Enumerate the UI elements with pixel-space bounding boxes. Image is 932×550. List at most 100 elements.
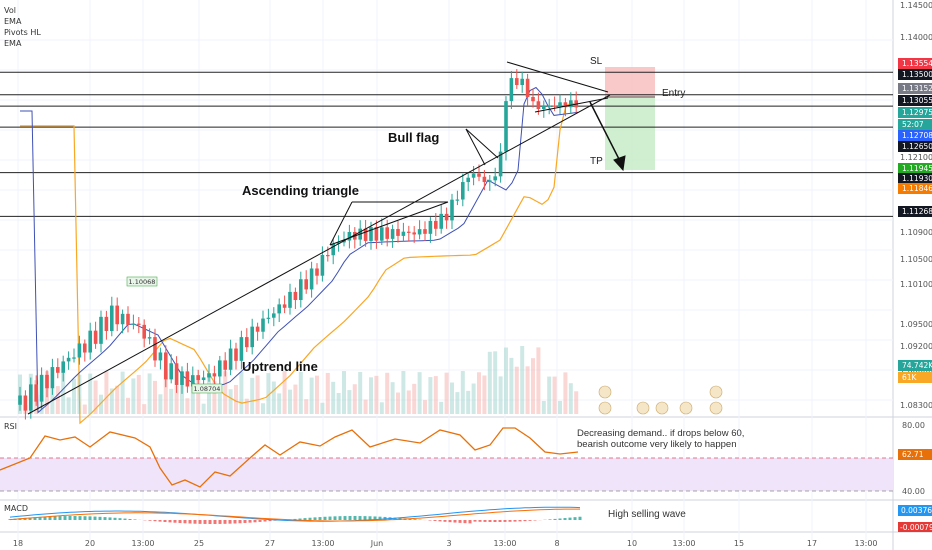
candle-body-14 [93,330,98,344]
price-badge-bg-4 [898,107,932,118]
projection-arrow-head [613,155,626,172]
volume-bar-35 [207,373,211,414]
candle-body-49 [282,304,287,308]
candle-body-83 [466,177,470,183]
macd-bar-380 [378,516,382,520]
volume-bar-49 [282,371,287,414]
candle-body-89 [498,151,503,177]
candle-body-25 [153,337,157,361]
volume-bar-97 [541,400,546,414]
volume-bar-42 [244,398,249,414]
macd-bar-45 [43,516,47,520]
candle-body-78 [439,213,443,229]
event-icon-6 [709,401,723,415]
event-icons[interactable] [598,385,723,415]
macd-bar-205 [203,520,207,524]
svg-text:0.00376: 0.00376 [901,506,932,515]
macd-bar-520 [518,520,522,522]
rsi-note-line1: Decreasing demand.. if drops below 60, [577,428,744,439]
candle-body-42 [245,337,249,348]
x-tick-1: 20 [85,539,95,548]
candle-body-56 [320,255,325,276]
macd-bar-460 [458,520,462,523]
x-tick-14: 13:00 [854,539,877,548]
volume-bar-76 [428,377,433,414]
volume-bar-60 [342,371,346,414]
candle-body-11 [77,343,82,358]
price-badge-8: 1.11945 [902,164,932,173]
candle-body-75 [423,229,427,234]
event-icon-4 [679,401,693,415]
volume-bar-79 [444,372,449,414]
candles [18,69,578,420]
macd-bar-260 [258,520,262,522]
volume-bar-20 [126,397,130,414]
volume-bar-77 [433,376,438,414]
candle-body-55 [315,268,319,276]
volume-bar-69 [390,382,395,414]
x-tick-11: 13:00 [672,539,695,548]
price-badge-bg-11 [898,206,932,217]
macd-bar-175 [173,520,177,523]
ema-slow-line [20,102,579,425]
macd-bar-500 [498,520,502,522]
candle-body-29 [174,363,179,385]
macd-bar-535 [533,520,537,521]
macd-bar-570 [568,517,572,520]
candle-body-52 [299,279,303,300]
macd-bar-440 [438,520,442,522]
macd-bar-75 [73,516,77,520]
macd-bar-315 [313,517,317,520]
candle-body-53 [304,279,308,290]
rsi-band [0,458,893,491]
candle-body-67 [380,227,384,241]
volume-bar-28 [169,388,174,414]
volume-bar-16 [104,371,109,414]
ascending-triangle-label: Ascending triangle [242,183,359,198]
sl-label: SL [590,56,603,67]
ema-fast-line [20,86,579,414]
candle-body-71 [401,231,406,236]
y-tick-0: 1.14500 [900,1,932,10]
candle-body-15 [99,316,103,344]
candle-body-64 [363,228,368,241]
candle-body-24 [147,337,152,339]
volume-bar-65 [369,377,373,414]
candle-body-33 [196,375,200,381]
price-badge-bg-10 [898,183,932,194]
volume-bar-62 [352,384,357,414]
candle-body-35 [207,373,211,378]
rsi-note-line2: bearish outcome very likely to happen [577,439,736,450]
macd-bar-215 [213,520,217,524]
candle-body-76 [428,220,433,234]
macd-bar-365 [363,516,367,520]
volume-bar-82 [460,371,465,414]
macd-bar-60 [58,516,62,520]
volume-bar-56 [320,402,325,414]
x-tick-7: 3 [446,539,451,548]
candle-body-69 [390,229,395,239]
volume-bar-23 [142,404,147,414]
y-tick-2: 1.12100 [900,153,932,162]
macd-bar-110 [108,517,112,520]
volume-bar-9 [66,397,71,414]
macd-bar-210 [208,520,212,524]
x-tick-10: 10 [627,539,637,548]
candle-body-16 [104,316,109,332]
candle-body-43 [250,326,254,348]
candle-body-36 [212,373,217,377]
pennant-bottom-line [534,97,609,113]
rsi-current-badge: 62.71 [898,449,932,460]
candle-body-58 [331,243,335,256]
candle-body-39 [228,348,233,370]
macd-bar-300 [298,518,302,520]
candle-body-98 [547,105,551,107]
time-axis[interactable]: 18 20 13:00 25 27 13:00 Jun 3 13:00 8 10 13:00 15 17 1… [13,539,878,548]
volume-bar-25 [153,380,157,414]
macd-bar-70 [68,516,72,520]
macd-bar-95 [93,516,97,520]
macd-bar-495 [493,520,497,522]
volume-bar-13 [88,373,93,414]
x-tick-9: 8 [554,539,559,548]
